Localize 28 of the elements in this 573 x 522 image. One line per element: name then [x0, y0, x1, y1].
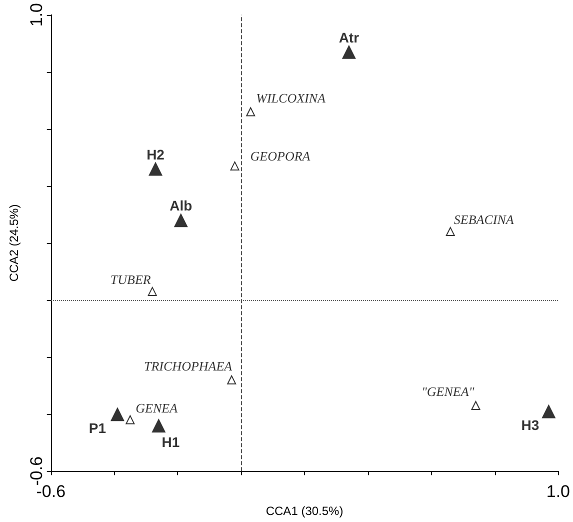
x-axis-title: CCA1 (30.5%) [266, 504, 344, 518]
point [246, 107, 256, 116]
point [148, 162, 163, 176]
point [542, 404, 556, 418]
annotation: GEOPORA [250, 148, 310, 164]
annotation: WILCOXINA [256, 90, 326, 106]
point [174, 213, 188, 228]
point [342, 44, 356, 59]
point [152, 418, 166, 432]
annotation: TUBER [110, 272, 151, 287]
point [110, 407, 124, 422]
annotation: TRICHOPHAEA [144, 358, 232, 374]
point [148, 286, 157, 296]
point [126, 415, 135, 424]
point [471, 401, 480, 410]
annotation: Atr [338, 29, 360, 46]
annotation: "GENEA" [421, 384, 475, 400]
point [230, 161, 240, 170]
point [446, 227, 455, 236]
annotation: P1 [88, 420, 106, 436]
annotation: H3 [521, 417, 540, 434]
annotation: GENEA [136, 400, 178, 416]
annotation: H1 [162, 434, 180, 450]
annotation: H2 [146, 146, 165, 162]
y-axis-title: CCA2 (24.5%) [7, 204, 21, 282]
annotation: SEBACINA [454, 212, 514, 228]
point [227, 375, 236, 384]
annotation: Alb [170, 198, 192, 214]
